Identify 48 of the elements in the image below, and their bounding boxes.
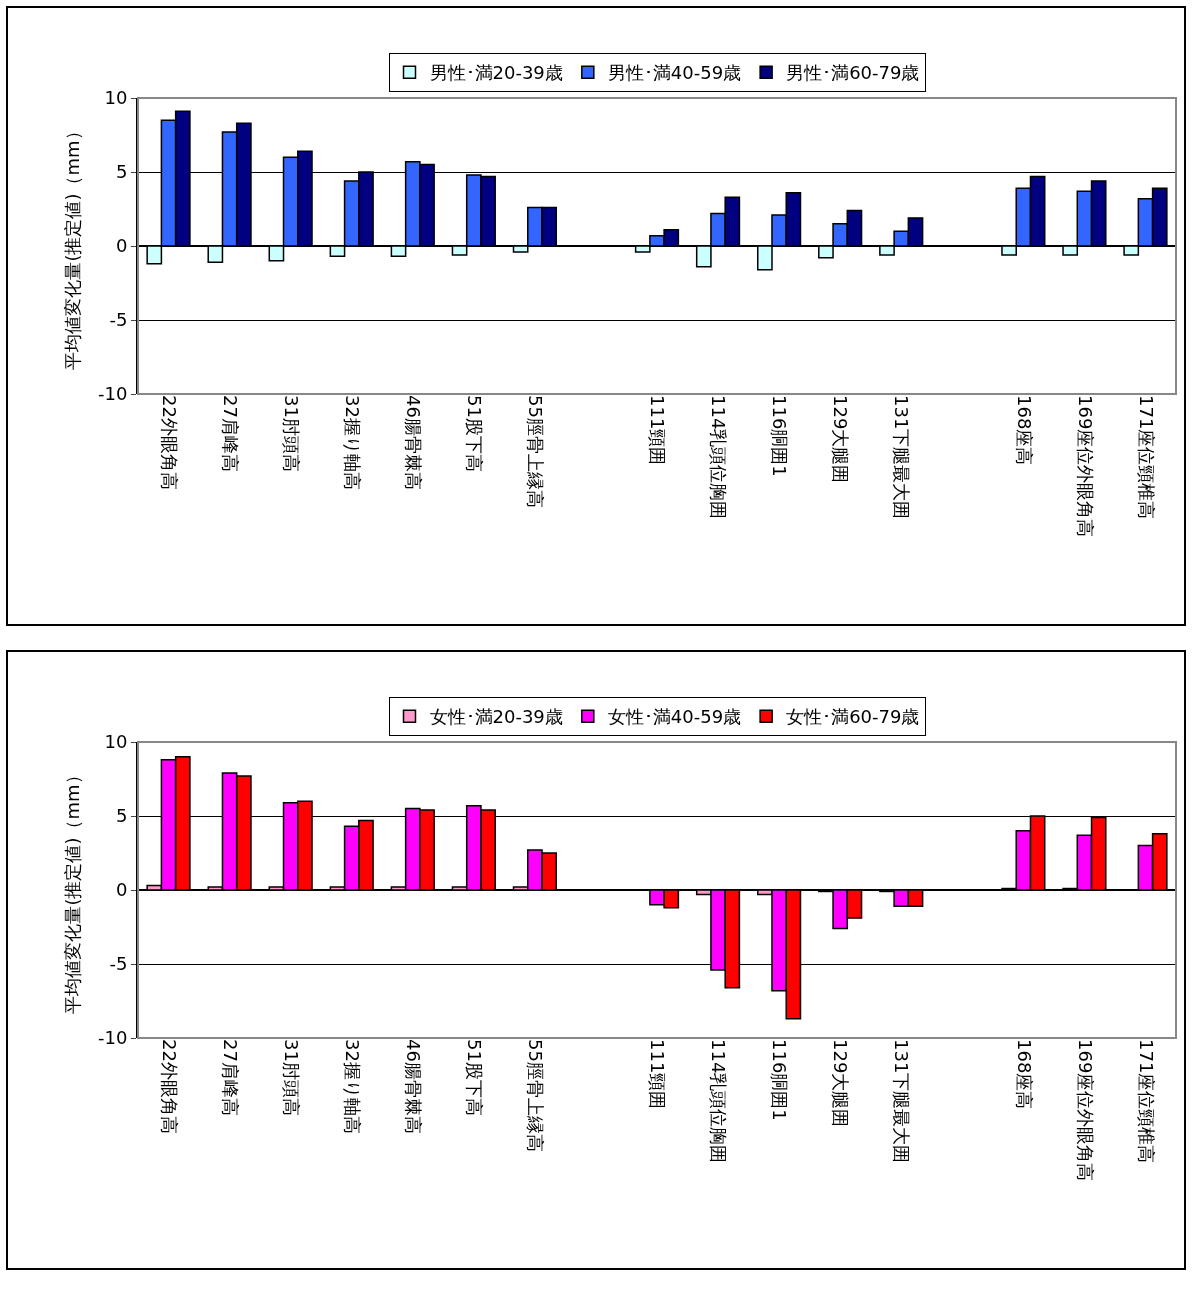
y-tick-label: -5 <box>109 953 128 975</box>
x-tick-label: 111頸囲 <box>647 395 669 466</box>
legend-label: 男性･満20-39歳 <box>429 62 563 84</box>
x-tick-label: 27肩峰高 <box>219 1039 241 1116</box>
x-tick-label: 131下腿最大囲 <box>891 395 913 520</box>
y-axis-title: 平均値変化量(推定値)（mm） <box>61 766 83 1014</box>
x-tick-label: 31肘頭高 <box>280 395 302 472</box>
x-tick-label: 51股下高 <box>463 1039 485 1116</box>
legend-label: 男性･満40-59歳 <box>607 62 742 84</box>
x-tick-label: 32握り軸高 <box>341 395 363 490</box>
x-tick-label: 111頸囲 <box>647 1039 669 1110</box>
x-tick-label: 32握り軸高 <box>341 1039 363 1134</box>
x-tick-label: 171座位頸椎高 <box>1135 395 1157 520</box>
y-axis-title: 平均値変化量(推定値)（mm） <box>61 122 83 370</box>
x-tick-label: 114乳頭位胸囲 <box>708 1039 730 1164</box>
x-tick-label: 129大腿囲 <box>830 395 852 484</box>
x-tick-label: 51股下高 <box>463 395 485 472</box>
y-tick-label: 0 <box>115 879 128 901</box>
x-tick-label: 22外眼角高 <box>158 1039 180 1134</box>
x-tick-label: 55脛骨上縁高 <box>525 1039 547 1152</box>
y-tick-label: 10 <box>104 731 128 753</box>
x-tick-label: 31肘頭高 <box>280 1039 302 1116</box>
x-tick-label: 116胴囲1 <box>769 1039 791 1121</box>
x-tick-label: 46腸骨棘高 <box>402 1039 424 1134</box>
x-tick-label: 46腸骨棘高 <box>402 395 424 490</box>
y-tick-label: 0 <box>115 235 128 257</box>
x-tick-label: 131下腿最大囲 <box>891 1039 913 1164</box>
y-tick-label: 5 <box>115 161 128 183</box>
legend-label: 女性･満20-39歳 <box>429 706 563 728</box>
legend-label: 男性･満60-79歳 <box>786 62 920 84</box>
x-tick-label: 168座高 <box>1013 1039 1035 1110</box>
x-tick-label: 114乳頭位胸囲 <box>708 395 730 520</box>
x-tick-label: 171座位頸椎高 <box>1135 1039 1157 1164</box>
legend-label: 女性･満60-79歳 <box>786 706 920 728</box>
x-tick-label: 129大腿囲 <box>830 1039 852 1128</box>
y-tick-label: -10 <box>97 383 128 405</box>
y-tick-label: 10 <box>104 87 128 109</box>
x-tick-label: 169座位外眼角高 <box>1074 1039 1096 1182</box>
y-tick-label: 5 <box>115 805 128 827</box>
x-tick-label: 27肩峰高 <box>219 395 241 472</box>
y-tick-label: -5 <box>109 309 128 331</box>
x-tick-label: 168座高 <box>1013 395 1035 466</box>
x-tick-label: 22外眼角高 <box>158 395 180 490</box>
legend-label: 女性･満40-59歳 <box>607 706 742 728</box>
x-tick-label: 55脛骨上縁高 <box>525 395 547 508</box>
y-tick-label: -10 <box>97 1027 128 1049</box>
x-tick-label: 116胴囲1 <box>769 395 791 477</box>
x-tick-label: 169座位外眼角高 <box>1074 395 1096 538</box>
